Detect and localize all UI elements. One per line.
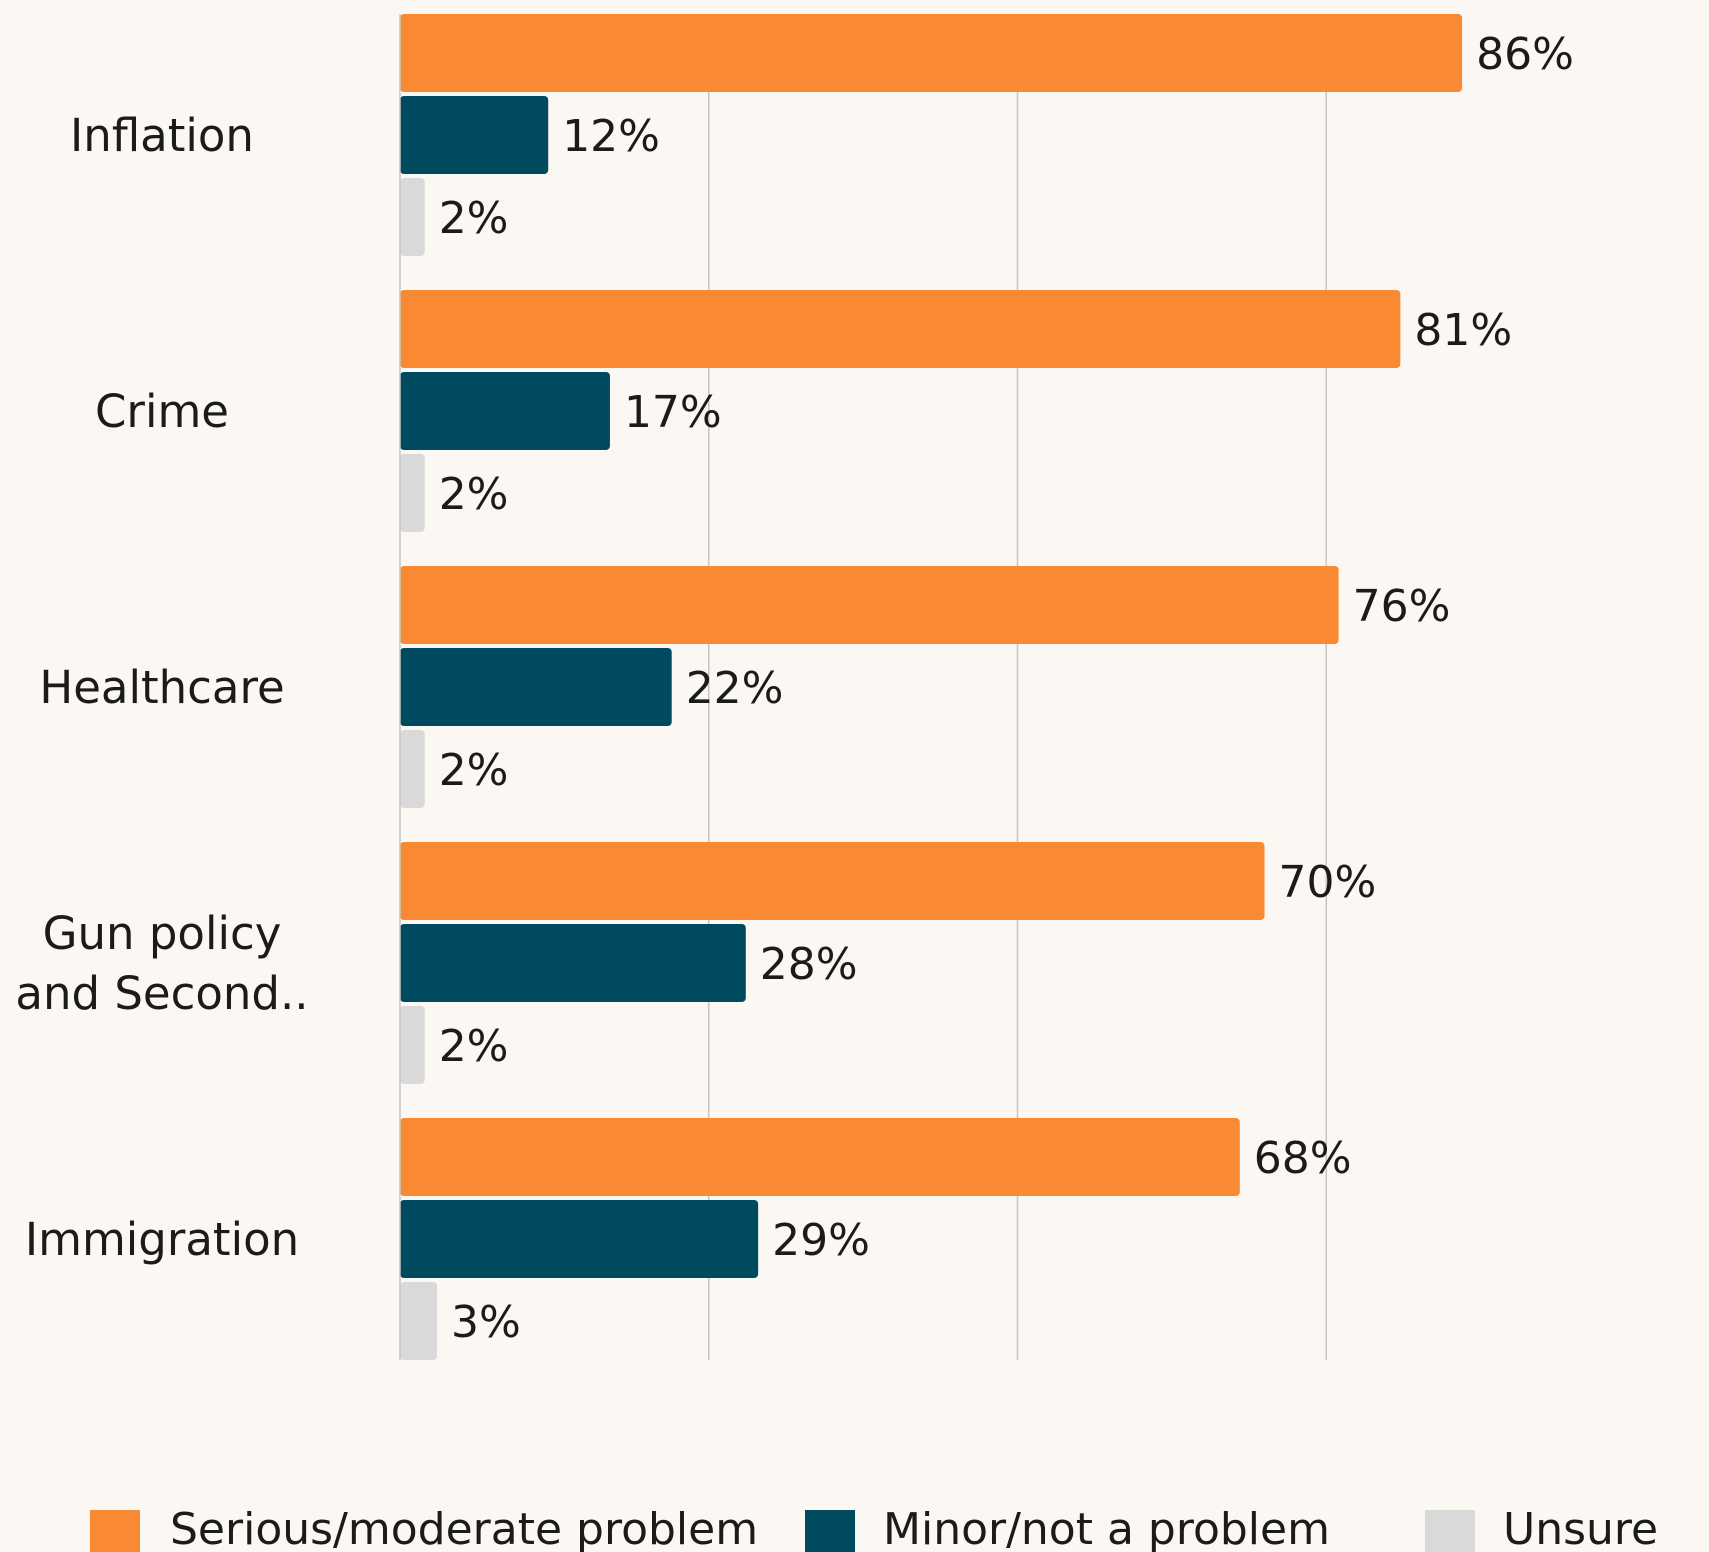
legend-label: Serious/moderate problem	[170, 1504, 758, 1552]
bar-serious-4	[400, 1118, 1240, 1196]
legend-label: Unsure	[1503, 1504, 1658, 1552]
data-label: 12%	[562, 111, 660, 162]
legend-label: Minor/not a problem	[883, 1504, 1330, 1552]
data-label: 22%	[686, 663, 784, 714]
data-label: 29%	[772, 1215, 870, 1266]
data-label: 86%	[1476, 29, 1574, 80]
data-label: 28%	[760, 939, 858, 990]
category-label: Immigration	[25, 1213, 299, 1266]
legend: Serious/moderate problem Minor/not a prob…	[90, 1504, 1658, 1552]
data-label: 76%	[1353, 581, 1451, 632]
data-label: 68%	[1254, 1133, 1352, 1184]
bar-serious-1	[400, 290, 1401, 368]
category-label: and Second..	[15, 967, 308, 1020]
bar-minor-4	[400, 1200, 759, 1278]
legend-swatch	[805, 1510, 855, 1552]
bar-serious-2	[400, 566, 1339, 644]
data-label: 2%	[439, 193, 509, 244]
bar-minor-1	[400, 372, 610, 450]
bar-unsure-1	[400, 454, 425, 532]
legend-swatch	[90, 1510, 140, 1552]
data-label: 81%	[1414, 305, 1512, 356]
bar-minor-3	[400, 924, 746, 1002]
bar-serious-3	[400, 842, 1265, 920]
data-label: 3%	[451, 1297, 521, 1348]
bar-minor-2	[400, 648, 672, 726]
bar-unsure-2	[400, 730, 425, 808]
category-label: Gun policy	[43, 907, 282, 960]
category-label: Inflation	[70, 109, 254, 162]
data-label: 70%	[1279, 857, 1377, 908]
data-label: 2%	[439, 469, 509, 520]
bars	[400, 14, 1463, 1360]
data-label: 2%	[439, 1021, 509, 1072]
legend-swatch	[1425, 1510, 1475, 1552]
data-label: 17%	[624, 387, 722, 438]
data-labels: 86% 12% 2% 81% 17% 2% 76% 22% 2% 70% 28% 2% 68% 29% 3%	[439, 29, 1574, 1348]
bar-unsure-3	[400, 1006, 425, 1084]
bar-minor-0	[400, 96, 549, 174]
bar-serious-0	[400, 14, 1463, 92]
category-labels: Inflation Crime Healthcare Gun policy and Se…	[15, 109, 308, 1266]
bar-unsure-0	[400, 178, 425, 256]
category-label: Healthcare	[39, 661, 284, 714]
bar-unsure-4	[400, 1282, 438, 1360]
category-label: Crime	[95, 385, 229, 438]
data-label: 2%	[439, 745, 509, 796]
